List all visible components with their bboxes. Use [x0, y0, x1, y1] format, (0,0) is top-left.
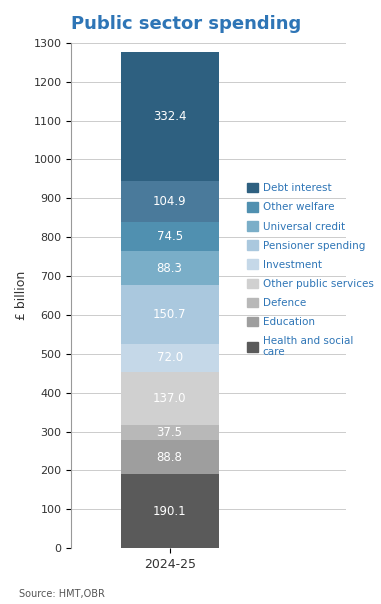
Y-axis label: £ billion: £ billion	[15, 271, 28, 320]
Text: 150.7: 150.7	[153, 308, 186, 321]
Bar	[120, 440, 219, 474]
Text: 104.9: 104.9	[153, 195, 186, 208]
Bar	[120, 222, 219, 251]
Text: 72.0: 72.0	[157, 352, 183, 364]
Bar	[120, 52, 219, 181]
Text: 37.5: 37.5	[157, 426, 182, 439]
Text: Source: HMT,OBR: Source: HMT,OBR	[19, 589, 105, 599]
Text: 190.1: 190.1	[153, 505, 186, 518]
Text: 88.3: 88.3	[157, 262, 182, 275]
Bar	[120, 251, 219, 285]
Bar	[120, 181, 219, 222]
Text: Public sector spending: Public sector spending	[71, 15, 302, 33]
Text: 332.4: 332.4	[153, 111, 186, 123]
Text: 74.5: 74.5	[157, 230, 183, 243]
Bar	[120, 285, 219, 344]
Bar	[120, 344, 219, 372]
Legend: Debt interest, Other welfare, Universal credit, Pensioner spending, Investment, : Debt interest, Other welfare, Universal …	[247, 183, 374, 358]
Text: 137.0: 137.0	[153, 392, 186, 405]
Bar	[120, 474, 219, 548]
Bar	[120, 372, 219, 425]
Text: 88.8: 88.8	[157, 451, 182, 463]
Bar	[120, 425, 219, 440]
